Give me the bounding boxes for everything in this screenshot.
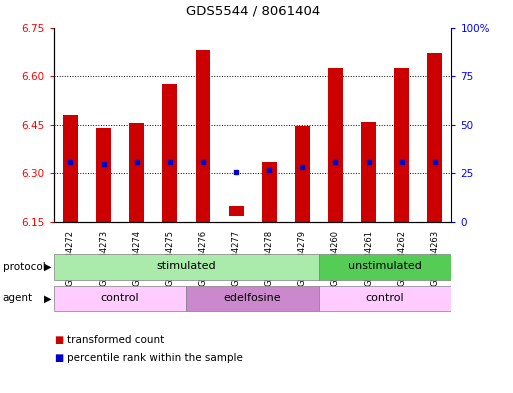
Bar: [262, 162, 277, 222]
Text: GSM1084276: GSM1084276: [199, 230, 207, 286]
Text: GSM1084262: GSM1084262: [397, 230, 406, 286]
Text: control: control: [366, 293, 404, 303]
Text: GSM1084272: GSM1084272: [66, 230, 75, 286]
Text: stimulated: stimulated: [156, 261, 216, 271]
Text: GSM1084260: GSM1084260: [331, 230, 340, 286]
FancyBboxPatch shape: [319, 286, 451, 311]
Text: edelfosine: edelfosine: [224, 293, 282, 303]
Bar: [394, 68, 409, 222]
Bar: [195, 50, 210, 222]
Text: GDS5544 / 8061404: GDS5544 / 8061404: [186, 5, 320, 18]
Text: GSM1084274: GSM1084274: [132, 230, 141, 286]
Text: GSM1084261: GSM1084261: [364, 230, 373, 286]
Bar: [96, 128, 111, 222]
Text: GSM1084263: GSM1084263: [430, 230, 439, 286]
Bar: [295, 127, 310, 222]
FancyBboxPatch shape: [54, 254, 319, 279]
Text: agent: agent: [3, 293, 33, 303]
Bar: [63, 115, 78, 222]
FancyBboxPatch shape: [319, 254, 451, 279]
Text: ▶: ▶: [44, 293, 51, 303]
Text: ■: ■: [54, 353, 63, 363]
Text: GSM1084278: GSM1084278: [265, 230, 274, 286]
Bar: [229, 206, 244, 216]
Text: unstimulated: unstimulated: [348, 261, 422, 271]
Text: GSM1084277: GSM1084277: [231, 230, 241, 286]
FancyBboxPatch shape: [186, 286, 319, 311]
Text: transformed count: transformed count: [67, 335, 164, 345]
FancyBboxPatch shape: [54, 286, 186, 311]
Text: protocol: protocol: [3, 262, 45, 272]
Bar: [361, 121, 376, 222]
Bar: [328, 68, 343, 222]
Bar: [129, 123, 144, 222]
Text: GSM1084279: GSM1084279: [298, 230, 307, 286]
Text: ▶: ▶: [44, 262, 51, 272]
Text: GSM1084275: GSM1084275: [165, 230, 174, 286]
Text: control: control: [101, 293, 140, 303]
Text: ■: ■: [54, 335, 63, 345]
Text: percentile rank within the sample: percentile rank within the sample: [67, 353, 243, 363]
Bar: [163, 84, 177, 222]
Bar: [427, 53, 442, 222]
Text: GSM1084273: GSM1084273: [99, 230, 108, 286]
